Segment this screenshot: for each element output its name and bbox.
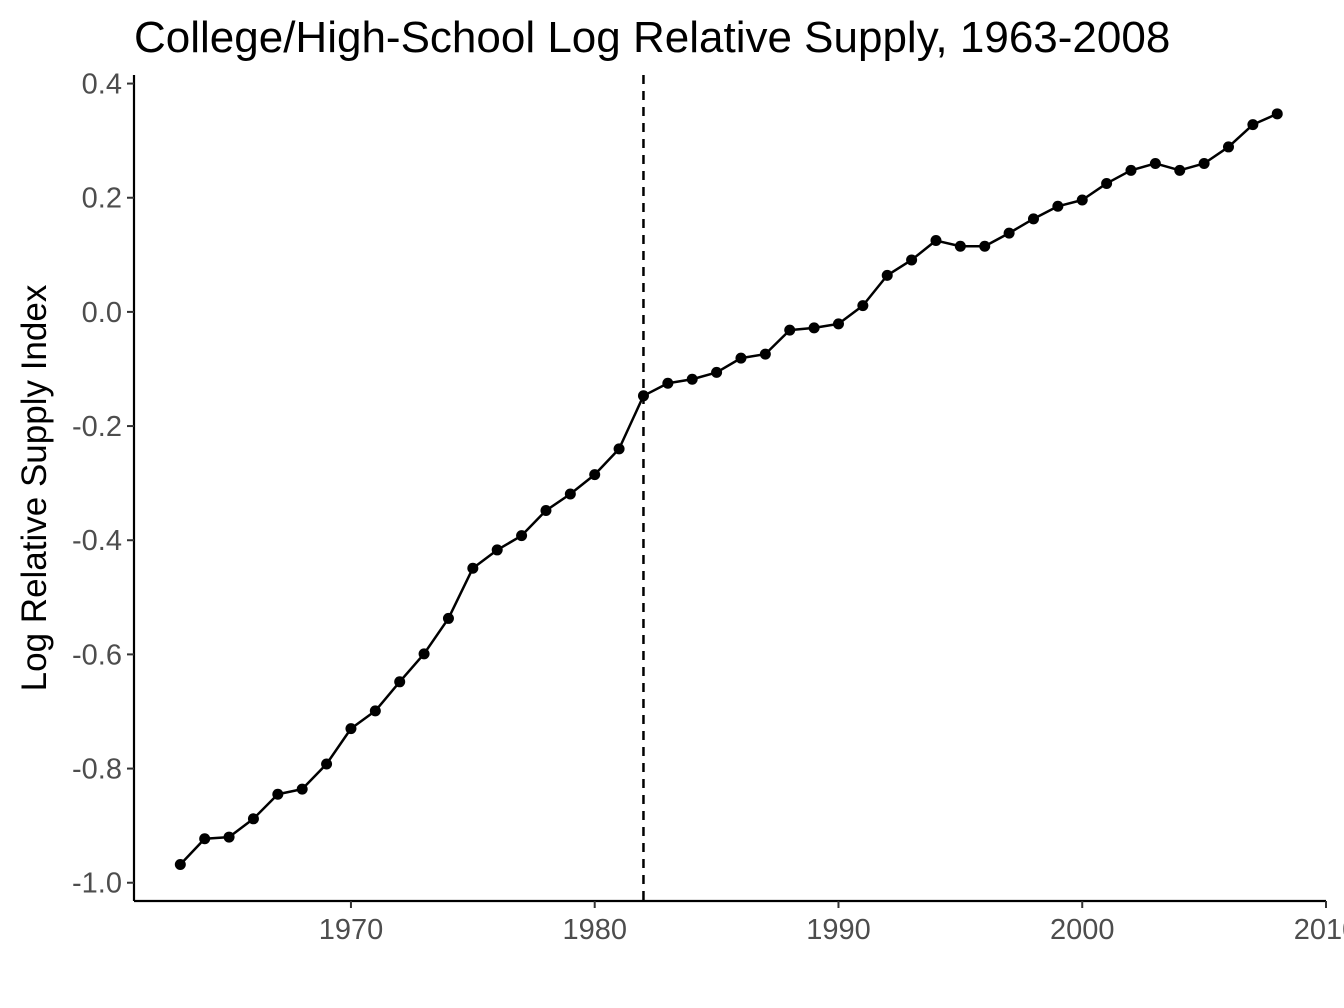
data-point — [1198, 157, 1210, 169]
data-point — [394, 676, 406, 688]
data-point — [735, 352, 747, 364]
data-point — [1174, 164, 1186, 176]
data-point — [1076, 194, 1088, 206]
data-point — [857, 300, 869, 312]
y-tick-label: -0.8 — [72, 754, 122, 786]
data-point — [491, 544, 503, 556]
y-tick-label: 0.0 — [82, 297, 122, 329]
data-point — [345, 723, 357, 735]
data-point — [930, 235, 942, 247]
data-point — [711, 366, 723, 378]
series-line — [179, 112, 1278, 866]
data-point — [1149, 157, 1161, 169]
data-point — [564, 488, 576, 500]
data-point — [467, 562, 479, 574]
data-point — [540, 505, 552, 517]
y-tick-label: -0.6 — [72, 639, 122, 671]
plot-area: -1.0 -0.8 -0.6 -0.4 -0.2 0.0 0.2 0.4 1970 1980 199… — [72, 69, 1344, 946]
data-point — [1222, 141, 1234, 153]
chart-title: College/High-School Log Relative Supply,… — [134, 13, 1170, 62]
data-point — [1052, 200, 1064, 212]
data-point — [881, 269, 893, 281]
data-point — [442, 612, 454, 624]
data-point — [321, 758, 333, 770]
x-tick-label: 1990 — [806, 914, 871, 946]
data-point — [686, 373, 698, 385]
data-point — [1125, 164, 1137, 176]
data-point — [784, 324, 796, 336]
y-tick-label: -1.0 — [72, 868, 122, 900]
data-point — [272, 788, 284, 800]
data-point — [1027, 213, 1039, 225]
data-point — [516, 530, 528, 542]
data-point — [199, 833, 211, 845]
data-point — [247, 813, 259, 825]
x-tick-label: 1970 — [319, 914, 384, 946]
y-tick-label: -0.2 — [72, 411, 122, 443]
y-tick-label: -0.4 — [72, 525, 122, 557]
data-point — [832, 318, 844, 330]
data-point — [1247, 119, 1259, 131]
y-tick-label: 0.2 — [82, 183, 122, 215]
x-tick-label: 1980 — [562, 914, 627, 946]
data-point — [637, 390, 649, 402]
data-point — [979, 240, 991, 252]
data-point — [223, 831, 235, 843]
x-tick-label: 2000 — [1050, 914, 1115, 946]
data-point — [418, 648, 430, 660]
data-point — [589, 469, 601, 481]
x-tick-label: 2010 — [1294, 914, 1344, 946]
data-point — [808, 322, 820, 334]
data-point — [1271, 108, 1283, 120]
data-point — [1101, 177, 1113, 189]
data-point — [906, 254, 918, 266]
data-point — [296, 783, 308, 795]
y-axis-label: Log Relative Supply Index — [15, 284, 54, 691]
data-point — [1003, 227, 1015, 239]
data-point — [759, 348, 771, 360]
data-point — [369, 705, 381, 717]
data-point — [613, 443, 625, 455]
data-point — [954, 240, 966, 252]
data-point — [662, 377, 674, 389]
data-point — [174, 858, 186, 870]
y-tick-label: 0.4 — [82, 69, 122, 101]
